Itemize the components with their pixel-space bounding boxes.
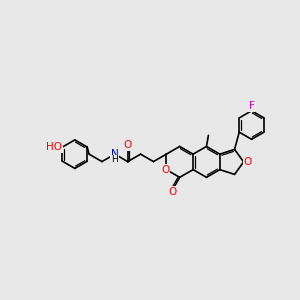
Text: O: O (124, 140, 132, 150)
Text: N: N (111, 149, 119, 159)
Text: O: O (168, 187, 177, 196)
Text: O: O (243, 157, 252, 167)
Text: H: H (111, 155, 118, 164)
Text: O: O (161, 165, 169, 175)
Text: HO: HO (46, 142, 62, 152)
Text: F: F (249, 101, 254, 111)
